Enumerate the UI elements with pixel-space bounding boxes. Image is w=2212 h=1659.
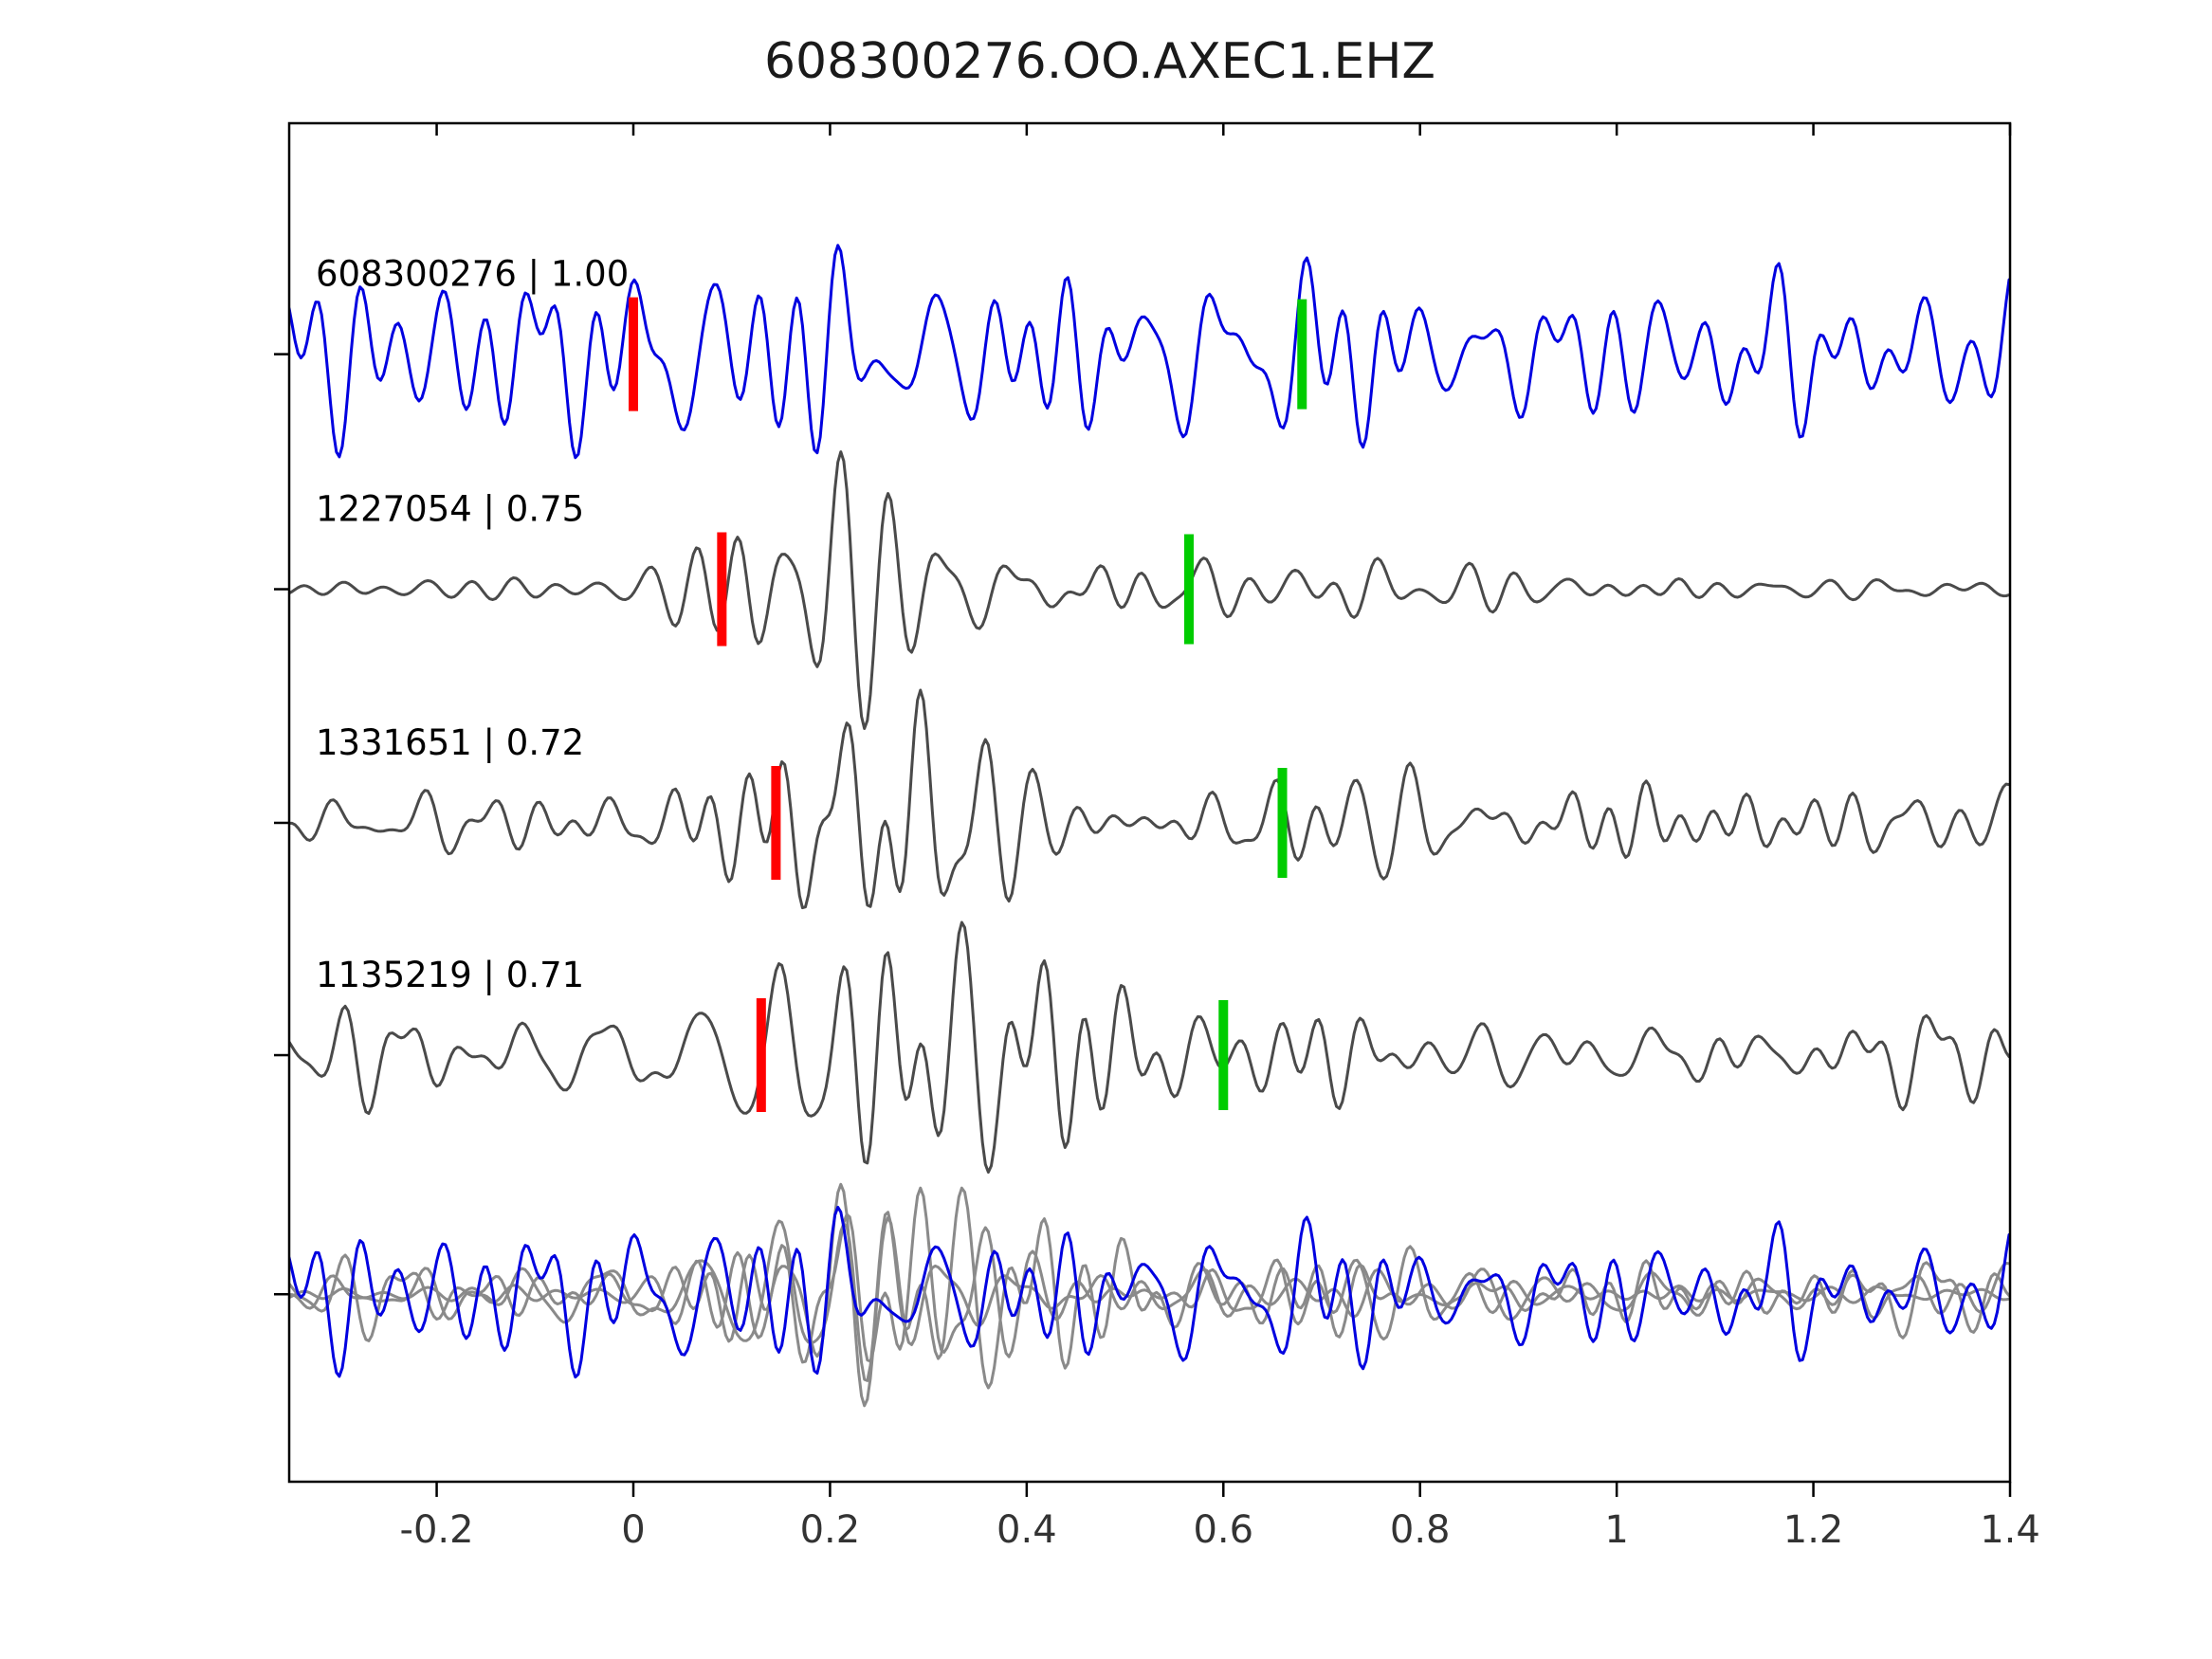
trace-label-1331651: 1331651 | 0.72 xyxy=(316,722,584,763)
x-tick-label: 1.4 xyxy=(1980,1508,2040,1552)
axis-layer: -0.2 0 0.2 0.4 0.6 0.8 1 1.2 1.4 xyxy=(274,121,2040,1552)
x-tick-label: 0 xyxy=(621,1508,645,1552)
chart-title: 608300276.OO.AXEC1.EHZ xyxy=(764,33,1435,90)
x-tick-label: 0.4 xyxy=(996,1508,1057,1552)
plot-border xyxy=(287,121,2012,1484)
x-tick-label: 0.8 xyxy=(1390,1508,1451,1552)
overlay-trace-1227054 xyxy=(289,1182,2010,1408)
trace-label-1227054: 1227054 | 0.75 xyxy=(316,489,584,530)
waveform-trace-1331651 xyxy=(289,688,2010,910)
trace-label-1135219: 1135219 | 0.71 xyxy=(316,955,584,995)
x-tick-label: -0.2 xyxy=(400,1508,474,1552)
overlay-trace-1331651 xyxy=(289,1186,2010,1364)
traces-layer xyxy=(289,244,2010,1408)
overlay-trace-1135219 xyxy=(289,1186,2010,1390)
waveform-trace-1135219 xyxy=(289,921,2010,1174)
overlay-trace-608300276 xyxy=(289,1205,2010,1379)
x-tick-label: 1 xyxy=(1604,1508,1628,1552)
x-tick-label: 1.2 xyxy=(1783,1508,1844,1552)
trace-label-608300276: 608300276 | 1.00 xyxy=(316,254,629,295)
waveform-trace-608300276 xyxy=(289,244,2010,460)
x-tick-label: 0.2 xyxy=(800,1508,861,1552)
picks-layer xyxy=(629,297,1307,1113)
x-tick-label: 0.6 xyxy=(1193,1508,1253,1552)
labels-layer: 608300276 | 1.00 1227054 | 0.75 1331651 | … xyxy=(316,254,629,995)
waveform-trace-1227054 xyxy=(289,450,2010,730)
